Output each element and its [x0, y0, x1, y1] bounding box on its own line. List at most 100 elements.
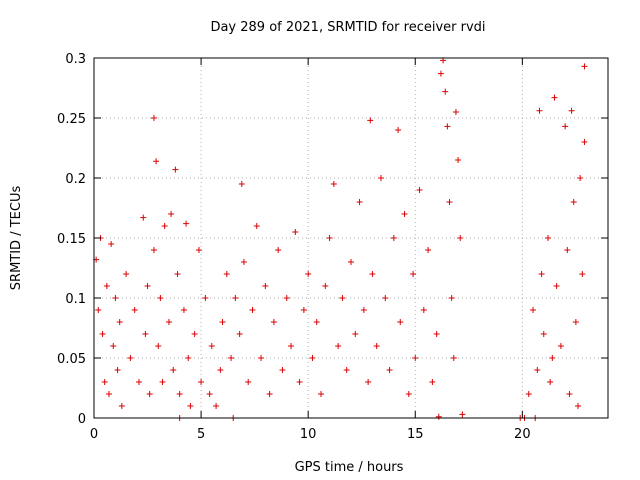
data-point — [425, 247, 432, 253]
y-tick-label: 0 — [78, 412, 86, 427]
data-point — [240, 259, 247, 265]
data-point — [127, 355, 134, 361]
data-point — [448, 295, 455, 301]
data-point — [161, 223, 168, 229]
data-point — [377, 175, 384, 181]
data-point — [146, 391, 153, 397]
data-point — [429, 379, 436, 385]
data-point — [258, 355, 265, 361]
data-point — [266, 391, 273, 397]
data-point — [150, 115, 157, 121]
data-point — [557, 343, 564, 349]
data-point — [530, 307, 537, 313]
data-point — [185, 355, 192, 361]
data-point — [217, 367, 224, 373]
data-point — [270, 319, 277, 325]
data-point — [213, 403, 220, 409]
data-point — [245, 379, 252, 385]
data-point — [405, 391, 412, 397]
data-point — [223, 271, 230, 277]
data-point — [412, 355, 419, 361]
data-point — [253, 223, 260, 229]
data-point — [114, 367, 121, 373]
data-point — [150, 247, 157, 253]
data-point — [549, 355, 556, 361]
data-point — [191, 331, 198, 337]
x-tick-label: 15 — [407, 427, 424, 442]
data-point — [249, 307, 256, 313]
data-point — [296, 379, 303, 385]
chart-title: Day 289 of 2021, SRMTID for receiver rvd… — [210, 20, 485, 35]
y-axis-title: SRMTID / TECUs — [9, 186, 24, 291]
data-point — [395, 127, 402, 133]
data-point — [105, 391, 112, 397]
y-tick-label: 0.15 — [57, 232, 86, 247]
data-point — [112, 295, 119, 301]
data-point — [457, 235, 464, 241]
data-point — [577, 175, 584, 181]
data-point — [198, 379, 205, 385]
data-point — [118, 403, 125, 409]
data-point — [540, 331, 547, 337]
data-point — [144, 283, 151, 289]
data-point — [183, 220, 190, 227]
data-point — [142, 331, 149, 337]
data-point — [288, 343, 295, 349]
grid — [94, 58, 608, 418]
data-point — [238, 181, 245, 187]
data-point — [525, 391, 532, 397]
data-point — [444, 123, 451, 130]
data-point — [292, 229, 299, 235]
data-point — [536, 107, 543, 114]
data-point — [581, 139, 588, 145]
data-point — [575, 403, 582, 409]
data-point — [572, 319, 579, 325]
data-point — [116, 319, 123, 325]
data-point — [153, 158, 160, 165]
y-tick-label: 0.25 — [57, 112, 86, 127]
data-point — [103, 283, 110, 289]
data-point — [437, 70, 444, 77]
data-point — [275, 247, 282, 253]
x-tick-label: 10 — [300, 427, 317, 442]
data-point — [318, 391, 325, 397]
x-tick-label: 20 — [514, 427, 531, 442]
data-point — [365, 379, 372, 385]
data-point — [208, 343, 215, 349]
data-point — [95, 307, 102, 313]
data-point — [326, 235, 333, 241]
data-point — [570, 199, 577, 205]
data-point — [313, 319, 320, 325]
data-point — [452, 109, 459, 115]
data-point — [165, 319, 172, 325]
data-point — [335, 343, 342, 349]
data-point — [568, 107, 575, 114]
data-point — [352, 331, 359, 337]
data-point — [397, 319, 404, 325]
data-point — [159, 379, 166, 385]
data-point — [110, 343, 117, 349]
data-point — [180, 307, 187, 313]
data-point — [534, 367, 541, 373]
data-point — [360, 307, 367, 313]
data-point — [579, 271, 586, 277]
data-point — [135, 379, 142, 385]
data-point — [305, 271, 312, 277]
x-tick-label: 5 — [197, 427, 205, 442]
axis-ticks: 0 5 10 15 20 0 0.05 0.1 0.15 0.2 0.25 0.3 — [57, 52, 608, 442]
data-point — [232, 295, 239, 301]
data-point — [168, 211, 175, 217]
data-point — [433, 331, 440, 337]
data-point — [283, 295, 290, 301]
data-point — [131, 307, 138, 313]
data-point — [401, 211, 408, 217]
data-point — [123, 271, 130, 277]
data-point — [564, 247, 571, 253]
data-point — [140, 214, 147, 221]
y-tick-label: 0.05 — [57, 352, 86, 367]
data-point — [369, 271, 376, 277]
data-point — [538, 271, 545, 277]
data-point — [322, 283, 329, 289]
data-point — [170, 367, 177, 373]
